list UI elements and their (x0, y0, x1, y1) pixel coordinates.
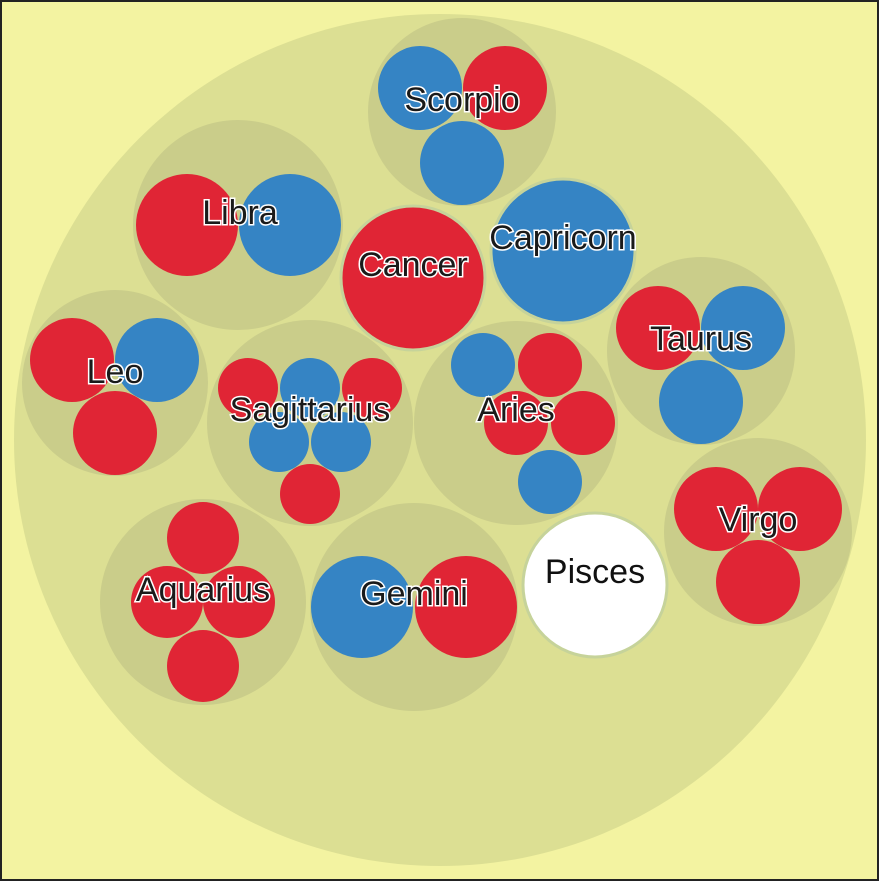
label-leo: Leo (87, 353, 144, 391)
group-aquarius (100, 499, 306, 705)
label-gemini: Gemini (360, 575, 468, 613)
leaf-circle-taurus-1 (616, 286, 700, 370)
leaf-circle-aquarius-2 (131, 566, 203, 638)
label-pisces: Pisces (545, 553, 645, 591)
leaf-circle-aries-1 (451, 333, 515, 397)
label-capricorn: Capricorn (489, 219, 636, 257)
leaf-circle-leo-1 (30, 318, 114, 402)
label-aries: Aries (477, 391, 554, 429)
leaf-circle-virgo-1 (674, 467, 758, 551)
leaf-circle-capricorn-1 (489, 177, 637, 325)
groups-layer (22, 18, 852, 711)
leaf-circle-aries-4 (551, 391, 615, 455)
leaf-circle-sagittarius-2 (280, 358, 340, 418)
leaf-circle-virgo-3 (716, 540, 800, 624)
label-sagittarius: Sagittarius (230, 391, 391, 429)
label-taurus: Taurus (650, 320, 752, 358)
leaf-circle-taurus-3 (659, 360, 743, 444)
group-scorpio (368, 18, 556, 206)
group-leo (22, 290, 208, 476)
group-sagittarius (207, 320, 413, 526)
label-scorpio: Scorpio (404, 81, 519, 119)
group-cancer (339, 204, 487, 352)
leaf-circle-scorpio-1 (378, 46, 462, 130)
group-libra (133, 120, 343, 330)
leaf-circle-aquarius-3 (203, 566, 275, 638)
group-capricorn (489, 177, 637, 325)
label-libra: Libra (202, 194, 278, 232)
leaf-circle-libra-2 (239, 174, 341, 276)
group-virgo (664, 438, 852, 626)
label-aquarius: Aquarius (136, 571, 270, 609)
group-pisces (521, 511, 669, 659)
leaf-circle-sagittarius-1 (218, 358, 278, 418)
leaf-circle-sagittarius-3 (342, 358, 402, 418)
leaf-circle-sagittarius-6 (280, 464, 340, 524)
leaf-circle-scorpio-2 (463, 46, 547, 130)
leaf-circle-sagittarius-4 (249, 412, 309, 472)
leaf-circle-leo-3 (73, 391, 157, 475)
leaf-circle-libra-1 (136, 174, 238, 276)
group-circle-gemini (310, 503, 518, 711)
leaf-circle-gemini-2 (415, 556, 517, 658)
label-cancer: Cancer (358, 246, 468, 284)
leaf-circle-cancer-1 (339, 204, 487, 352)
group-taurus (607, 257, 795, 445)
group-aries (414, 321, 618, 525)
leaf-circle-aries-3 (484, 391, 548, 455)
label-virgo: Virgo (719, 501, 798, 539)
labels-layer: Scorpio Libra Cancer Capricorn Leo Sagittariu… (85, 80, 799, 615)
leaf-circle-scorpio-3 (420, 121, 504, 205)
leaf-circle-leo-2 (115, 318, 199, 402)
group-gemini (310, 503, 518, 711)
leaf-circle-pisces-1 (521, 511, 669, 659)
leaf-circle-sagittarius-5 (311, 412, 371, 472)
leaf-circle-aquarius-1 (167, 502, 239, 574)
leaf-circle-aries-2 (518, 333, 582, 397)
leaf-circle-aquarius-4 (167, 630, 239, 702)
leaf-circle-taurus-2 (701, 286, 785, 370)
leaf-circle-gemini-1 (311, 556, 413, 658)
leaf-circle-virgo-2 (758, 467, 842, 551)
leaf-circle-aries-5 (518, 450, 582, 514)
